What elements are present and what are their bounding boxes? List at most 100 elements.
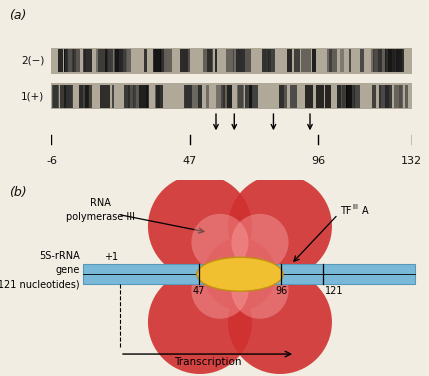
Bar <box>346 85 349 108</box>
Bar <box>51 47 412 74</box>
Text: 96: 96 <box>275 286 287 296</box>
Bar <box>279 85 287 108</box>
Circle shape <box>231 214 289 271</box>
Bar <box>249 85 253 108</box>
Bar <box>394 85 403 108</box>
Bar <box>396 49 402 72</box>
Bar <box>119 49 127 72</box>
Bar <box>266 49 268 72</box>
Bar <box>264 49 269 72</box>
Ellipse shape <box>197 257 283 291</box>
Text: (a): (a) <box>9 9 26 23</box>
Bar <box>396 49 399 72</box>
Bar <box>65 49 74 72</box>
Bar <box>342 85 347 108</box>
Bar <box>252 85 258 108</box>
Bar <box>385 85 392 108</box>
Bar <box>85 85 88 108</box>
Bar <box>73 49 80 72</box>
Bar <box>115 49 123 72</box>
Bar <box>349 85 355 108</box>
Bar <box>180 49 188 72</box>
Bar <box>214 49 218 72</box>
Bar <box>139 85 148 108</box>
Bar <box>105 49 113 72</box>
Bar <box>269 49 271 72</box>
Bar <box>287 49 292 72</box>
Circle shape <box>191 214 248 271</box>
Bar <box>83 264 415 284</box>
Circle shape <box>228 270 332 374</box>
Bar <box>325 85 331 108</box>
Bar <box>154 49 161 72</box>
Bar <box>162 49 167 72</box>
Bar <box>84 49 92 72</box>
Bar <box>107 49 111 72</box>
Bar <box>58 49 63 72</box>
Circle shape <box>222 256 258 292</box>
Bar <box>294 49 300 72</box>
Bar <box>245 49 251 72</box>
Bar <box>381 85 389 108</box>
Bar <box>183 49 190 72</box>
Bar <box>372 85 376 108</box>
Bar <box>60 85 69 108</box>
Bar <box>72 49 76 72</box>
Bar <box>198 85 202 108</box>
Bar <box>66 85 73 108</box>
Text: 132: 132 <box>401 156 423 166</box>
Bar <box>84 85 92 108</box>
Bar <box>347 85 355 108</box>
Bar <box>208 49 213 72</box>
Text: 1(+): 1(+) <box>21 91 44 101</box>
Bar <box>146 85 149 108</box>
Bar <box>329 49 338 72</box>
Bar <box>100 85 109 108</box>
Bar <box>221 85 225 108</box>
Bar <box>381 85 389 108</box>
Bar <box>237 85 244 108</box>
Bar <box>405 85 408 108</box>
Bar <box>342 85 345 108</box>
Bar <box>79 85 83 108</box>
Circle shape <box>204 238 276 310</box>
Text: 47: 47 <box>193 286 205 296</box>
Bar <box>115 49 123 72</box>
Bar <box>388 49 397 72</box>
Bar <box>203 49 212 72</box>
Circle shape <box>191 262 248 319</box>
Bar <box>112 85 114 108</box>
Bar <box>96 49 98 72</box>
Text: A: A <box>362 206 369 217</box>
Bar <box>371 49 374 72</box>
Circle shape <box>228 174 332 278</box>
Circle shape <box>148 174 252 278</box>
Bar <box>349 49 351 72</box>
Bar <box>399 85 402 108</box>
Text: III: III <box>352 204 358 210</box>
Bar <box>226 49 234 72</box>
Bar <box>53 85 58 108</box>
Bar <box>340 49 344 72</box>
Bar <box>327 49 332 72</box>
Bar <box>360 49 364 72</box>
Bar <box>336 85 347 108</box>
Bar <box>249 85 252 108</box>
Circle shape <box>231 262 289 319</box>
Bar <box>123 49 126 72</box>
Bar <box>233 49 241 72</box>
Bar <box>156 85 163 108</box>
Bar <box>167 49 172 72</box>
Bar <box>315 85 324 108</box>
Circle shape <box>148 270 252 374</box>
Bar <box>52 85 59 108</box>
Bar <box>124 85 128 108</box>
Bar <box>83 49 86 72</box>
Bar <box>395 49 404 72</box>
Bar <box>290 85 297 108</box>
Bar <box>346 85 352 108</box>
Bar <box>64 85 72 108</box>
Text: TF: TF <box>340 206 351 217</box>
Bar <box>85 85 89 108</box>
Bar <box>67 49 72 72</box>
